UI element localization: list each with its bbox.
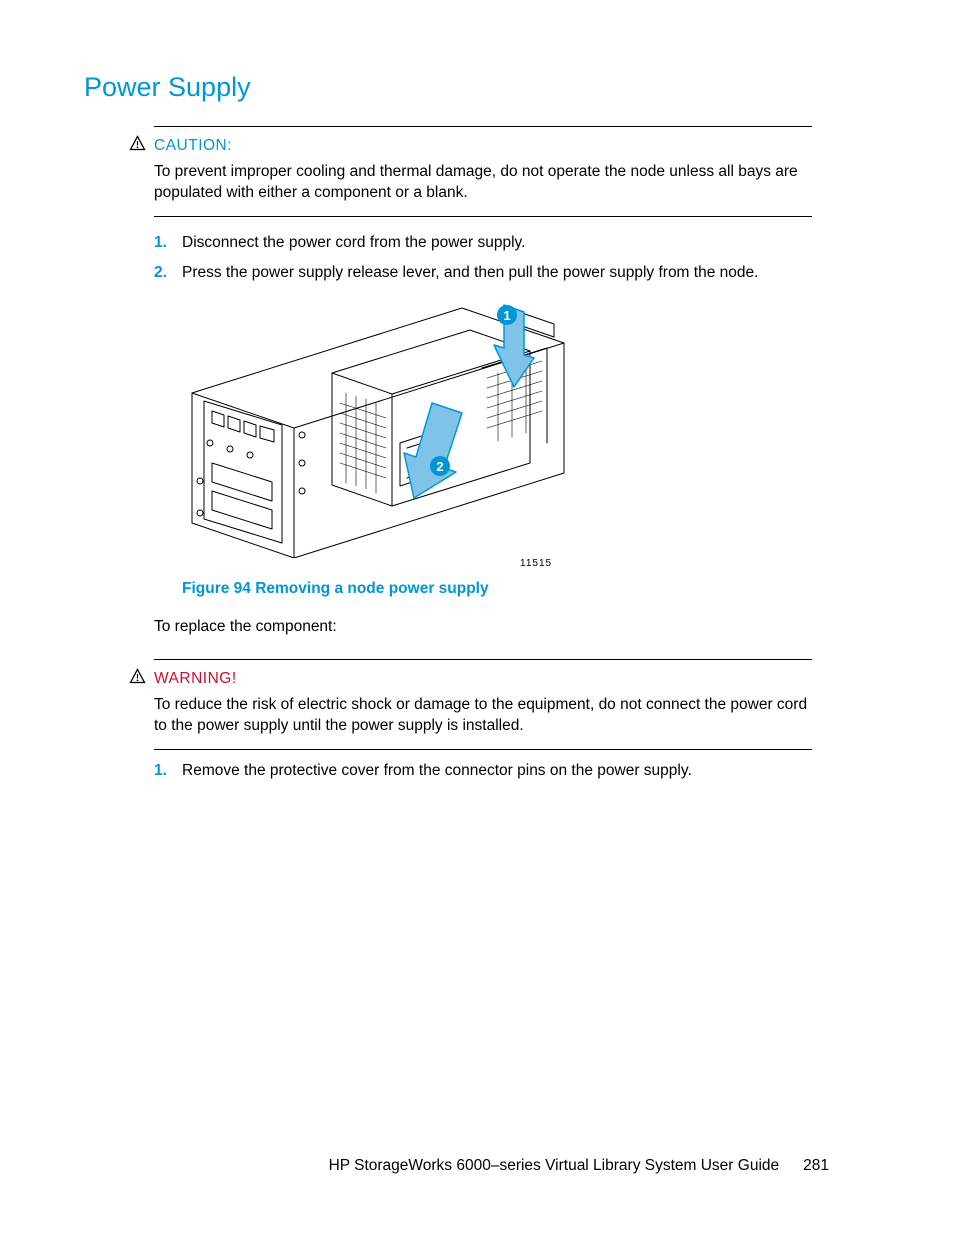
page-footer: HP StorageWorks 6000–series Virtual Libr…	[0, 1157, 954, 1175]
callout-badge-1: 1	[497, 305, 517, 325]
footer-page-number: 281	[803, 1157, 829, 1175]
step-text: Press the power supply release lever, an…	[182, 262, 758, 284]
caution-label: CAUTION:	[154, 137, 812, 155]
figure-illustration: 1 2	[182, 293, 574, 558]
step-row: 2. Press the power supply release lever,…	[154, 262, 812, 284]
step-number: 1.	[154, 762, 182, 780]
callout-badge-2: 2	[430, 456, 450, 476]
caution-text: To prevent improper cooling and thermal …	[154, 161, 812, 204]
replace-intro: To replace the component:	[154, 618, 337, 636]
step-text: Remove the protective cover from the con…	[182, 760, 692, 782]
step-row: 1. Disconnect the power cord from the po…	[154, 232, 812, 254]
svg-text:2: 2	[436, 459, 443, 474]
warning-triangle-icon	[129, 668, 146, 685]
section-title: Power Supply	[84, 72, 251, 103]
caution-triangle-icon	[129, 135, 146, 152]
warning-text: To reduce the risk of electric shock or …	[154, 694, 812, 737]
step-text: Disconnect the power cord from the power…	[182, 232, 525, 254]
figure-number: 11515	[520, 558, 552, 569]
step-number: 2.	[154, 264, 182, 282]
figure-94: 1 2	[182, 293, 574, 563]
step-row: 1. Remove the protective cover from the …	[154, 760, 812, 782]
footer-title: HP StorageWorks 6000–series Virtual Libr…	[329, 1157, 780, 1175]
step-number: 1.	[154, 234, 182, 252]
warning-admonition: WARNING! To reduce the risk of electric …	[154, 659, 812, 750]
figure-caption: Figure 94 Removing a node power supply	[182, 580, 489, 598]
caution-admonition: CAUTION: To prevent improper cooling and…	[154, 126, 812, 217]
warning-label: WARNING!	[154, 670, 812, 688]
arrow-2	[404, 403, 462, 498]
svg-text:1: 1	[503, 308, 510, 323]
